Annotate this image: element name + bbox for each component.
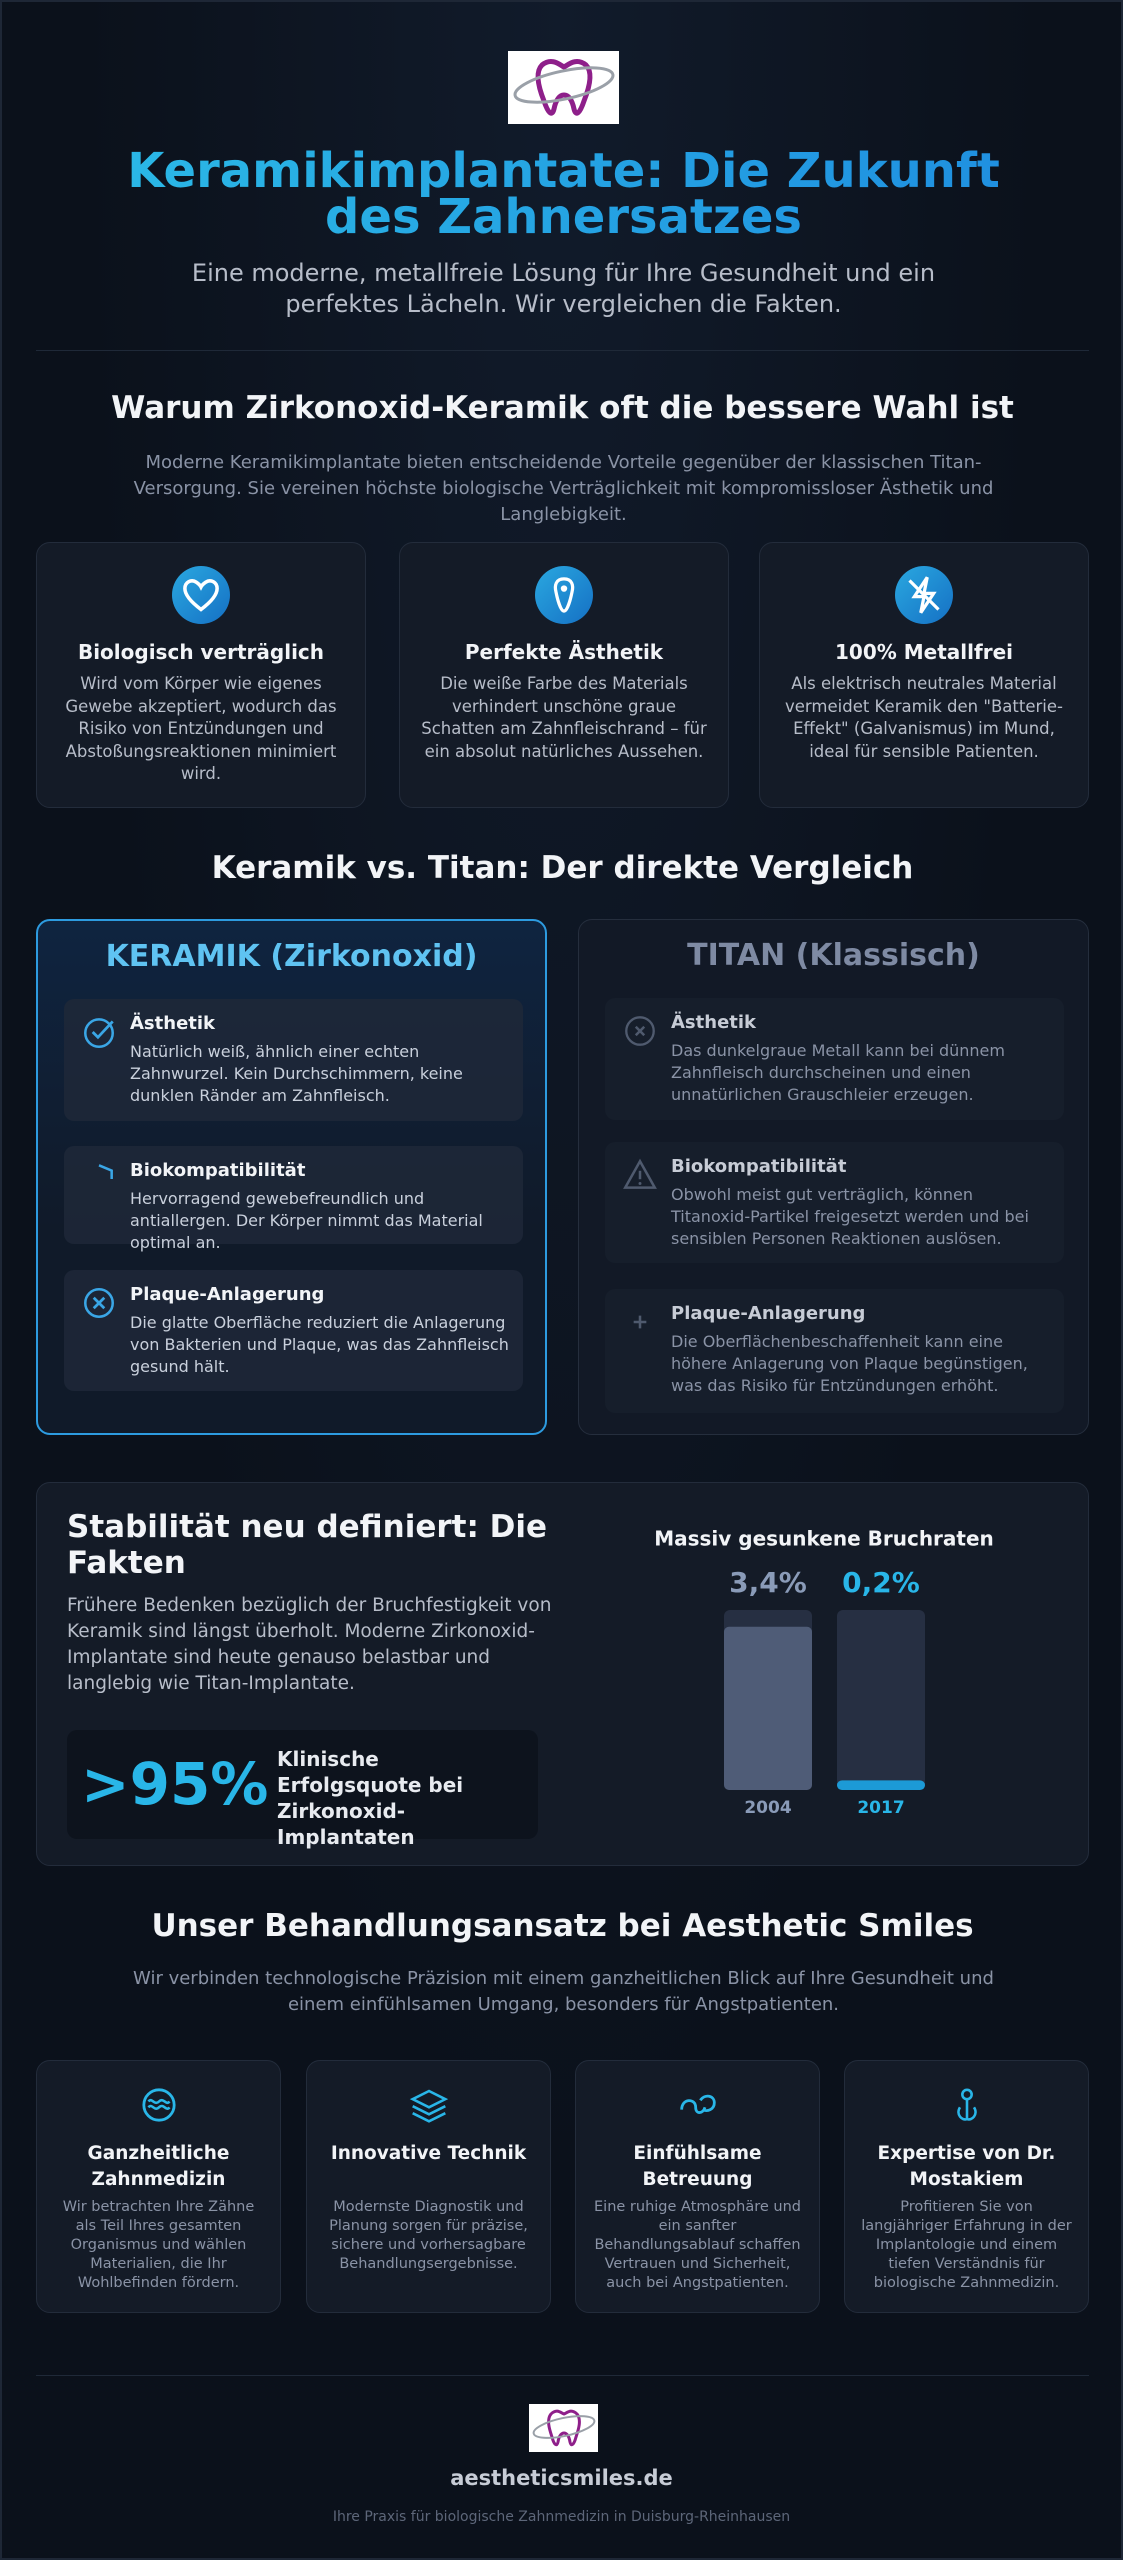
stat-box: >95% Klinische Erfolgsquote bei Zirkonox…	[67, 1730, 538, 1849]
icon	[84, 1288, 114, 1318]
icon-circle	[895, 566, 953, 624]
card-title: Ganzheitliche Zahnmedizin	[87, 2143, 230, 2190]
footer-tagline: Ihre Praxis für biologische Zahnmedizin …	[332, 2509, 791, 2525]
icon-circle	[172, 566, 230, 624]
card-text: Wir betrachten Ihre Zähne als Teil Ihres…	[62, 2199, 255, 2291]
card-text: Die weiße Farbe des Materials verhindert…	[421, 674, 707, 761]
section-title: Warum Zirkonoxid-Keramik oft die bessere…	[111, 390, 1014, 426]
bar-track	[837, 1610, 925, 1790]
chart-title: Massiv gesunkene Bruchraten	[654, 1527, 994, 1551]
benefit-card: Biologisch verträglich Wird vom Körper wi…	[36, 542, 366, 808]
stability-text: Frühere Bedenken bezüglich der Bruchfest…	[67, 1595, 552, 1694]
divider	[36, 2375, 1089, 2376]
card-text: Profitieren Sie von langjähriger Erfahru…	[861, 2199, 1072, 2291]
comparison-column: TITAN (Klassisch) Ästhetik Das dunkelgraue…	[578, 919, 1089, 1435]
benefit-card: 100% Metallfrei Als elektrisch neutrales …	[759, 542, 1089, 808]
value-label: 3,4%	[729, 1566, 807, 1599]
x-tick-label: 2017	[857, 1798, 904, 1818]
icon	[957, 2088, 977, 2121]
icon	[908, 576, 940, 614]
item-text: Natürlich weiß, ähnlich einer echten Zah…	[130, 1042, 463, 1105]
card-title: Expertise von Dr. Mostakiem	[877, 2143, 1056, 2190]
section-intro: Moderne Keramikimplantate bieten entsche…	[133, 452, 994, 525]
item-title: Ästhetik	[130, 1013, 216, 1034]
card-text: Wird vom Körper wie eigenes Gewebe akzep…	[65, 674, 337, 783]
icon	[625, 1016, 655, 1046]
item-title: Plaque-Anlagerung	[130, 1284, 325, 1305]
item-text: Obwohl meist gut verträglich, können Tit…	[671, 1185, 1029, 1248]
section-title: Unser Behandlungsansatz bei Aesthetic Sm…	[151, 1908, 974, 1944]
stability-panel: Stabilität neu definiert: Die Fakten Frü…	[36, 1482, 1089, 1866]
card-title: 100% Metallfrei	[835, 640, 1013, 664]
item-title: Biokompatibilität	[130, 1160, 306, 1181]
item-text: Die Oberflächenbeschaffenheit kann eine …	[671, 1332, 1028, 1395]
card-title: Perfekte Ästhetik	[464, 640, 664, 664]
icon	[409, 2089, 449, 2123]
icon	[633, 1315, 647, 1329]
stat-label: Klinische Erfolgsquote bei Zirkonoxid-Im…	[277, 1747, 464, 1849]
comparison-item: Plaque-Anlagerung Die Oberflächenbeschaff…	[605, 1289, 1064, 1413]
comparison-item: Ästhetik Das dunkelgraue Metall kann bei …	[605, 998, 1064, 1120]
icon	[553, 577, 575, 613]
item-title: Biokompatibilität	[671, 1156, 847, 1177]
approach-card: Expertise von Dr. Mostakiem Profitieren S…	[844, 2060, 1089, 2313]
icon	[623, 1158, 657, 1189]
subtitle: Eine moderne, metallfreie Lösung für Ihr…	[191, 259, 936, 318]
comparison-item: Biokompatibilität Obwohl meist gut verträ…	[605, 1142, 1064, 1263]
value-label: 0,2%	[842, 1566, 920, 1599]
icon-circle	[535, 566, 593, 624]
comparison-item: Plaque-Anlagerung Die glatte Oberfläche r…	[64, 1270, 523, 1391]
item-title: Ästhetik	[671, 1012, 757, 1033]
comparison-item: Biokompatibilität Hervorragend gewebefreu…	[64, 1146, 523, 1252]
logo	[508, 51, 619, 124]
bar	[724, 1626, 812, 1790]
card-text: Eine ruhige Atmosphäre und ein sanfter B…	[594, 2199, 801, 2291]
icon	[142, 2088, 176, 2122]
column-title: TITAN (Klassisch)	[687, 938, 980, 973]
page-title: Keramikimplantate: Die Zukunft des Zahne…	[102, 147, 1025, 241]
section-title: Keramik vs. Titan: Der direkte Vergleich	[211, 850, 914, 886]
icon	[98, 1164, 113, 1179]
stability-title: Stabilität neu definiert: Die Fakten	[67, 1509, 548, 1581]
footer-logo	[529, 2404, 598, 2452]
icon	[183, 579, 219, 612]
stat-value: >95%	[81, 1750, 269, 1818]
divider	[36, 350, 1089, 351]
icon	[680, 2094, 716, 2114]
approach-card: Ganzheitliche Zahnmedizin Wir betrachten …	[36, 2060, 281, 2313]
card-title: Innovative Technik	[330, 2143, 527, 2164]
section-intro: Wir verbinden technologische Präzision m…	[133, 1968, 994, 2015]
column-title: KERAMIK (Zirkonoxid)	[105, 939, 478, 974]
item-text: Die glatte Oberfläche reduziert die Anla…	[130, 1313, 509, 1376]
bar	[837, 1780, 925, 1790]
comparison-item: Ästhetik Natürlich weiß, ähnlich einer ec…	[64, 999, 523, 1121]
chart: Massiv gesunkene Bruchraten 3,4% 2004 0,2%…	[654, 1527, 994, 1819]
icon	[84, 1018, 114, 1049]
item-title: Plaque-Anlagerung	[671, 1303, 866, 1324]
comparison-column: KERAMIK (Zirkonoxid) Ästhetik Natürlich we…	[36, 919, 547, 1435]
card-title: Einfühlsame Betreuung	[633, 2143, 762, 2190]
item-text: Hervorragend gewebefreundlich und antial…	[130, 1189, 483, 1252]
card-text: Als elektrisch neutrales Material vermei…	[785, 674, 1063, 761]
card-text: Modernste Diagnostik und Planung sorgen …	[329, 2199, 528, 2272]
footer-site: aestheticsmiles.de	[450, 2466, 673, 2490]
card-title: Biologisch verträglich	[77, 640, 325, 664]
item-text: Das dunkelgraue Metall kann bei dünnem Z…	[671, 1041, 1005, 1104]
approach-card: Innovative Technik Modernste Diagnostik u…	[306, 2060, 551, 2313]
x-tick-label: 2004	[744, 1798, 791, 1818]
approach-card: Einfühlsame Betreuung Eine ruhige Atmosph…	[575, 2060, 820, 2313]
benefit-card: Perfekte Ästhetik Die weiße Farbe des Mat…	[399, 542, 729, 808]
